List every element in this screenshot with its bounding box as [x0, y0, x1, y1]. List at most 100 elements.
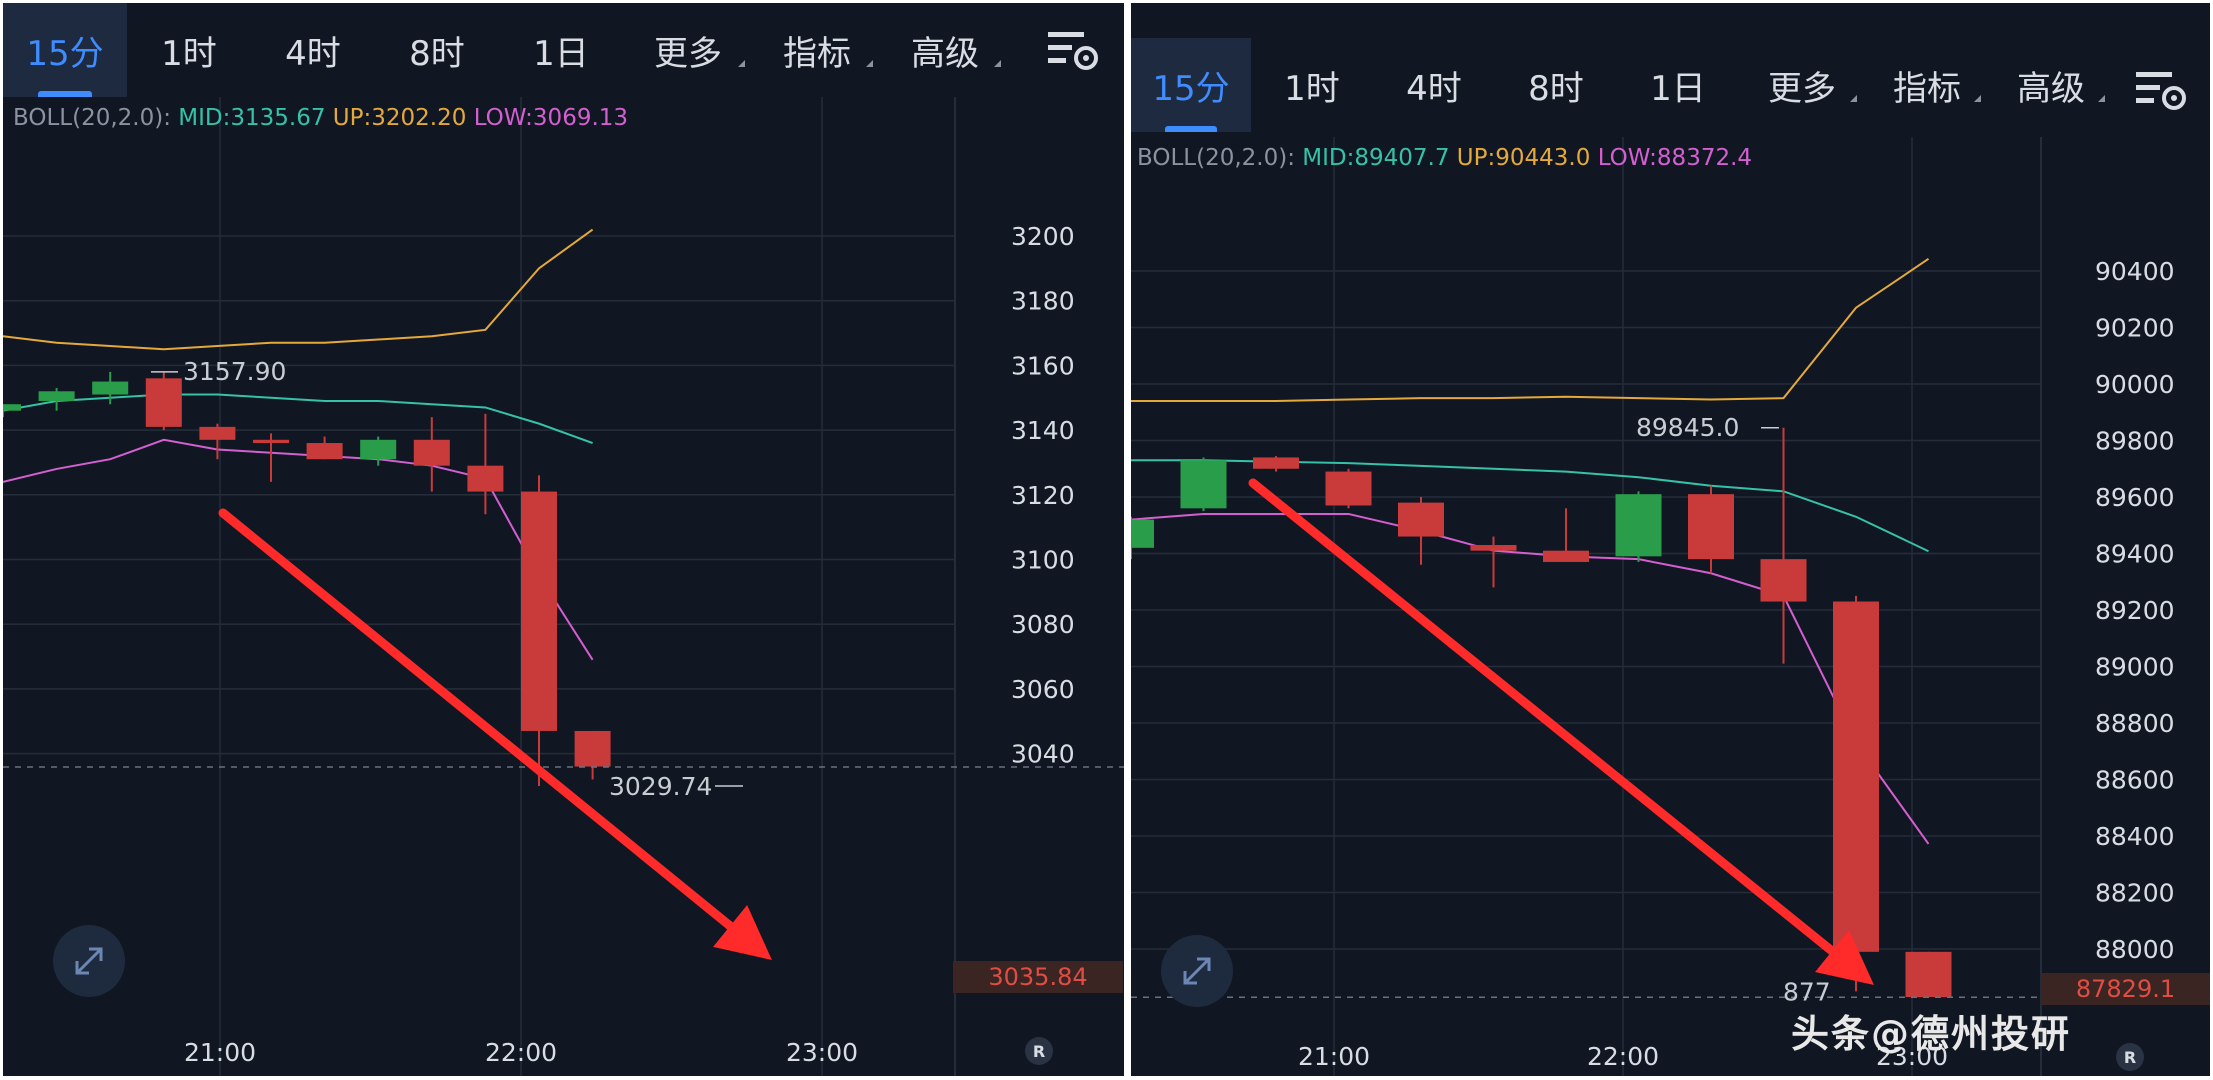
- bear-candle: [467, 465, 504, 492]
- bull-candle: [92, 381, 129, 395]
- reset-view-icon[interactable]: R: [1025, 1037, 1053, 1065]
- bear-candle: [521, 491, 557, 731]
- boll-up: UP:90443.0: [1456, 145, 1591, 171]
- boll-upper-line: [1131, 258, 1930, 402]
- tab-4h[interactable]: 4时: [285, 33, 341, 74]
- bull-candle: [1131, 519, 1154, 548]
- max-price-label: 89845.0: [1636, 413, 1739, 442]
- x-tick-label: 23:00: [1876, 1042, 1948, 1071]
- trend-arrow: [1248, 478, 1874, 985]
- y-tick-label: 89400: [2095, 540, 2175, 569]
- boll-upper-line: [3, 228, 594, 351]
- tab-8h[interactable]: 8时: [1528, 68, 1584, 109]
- boll-low: LOW:88372.4: [1597, 145, 1753, 171]
- bear-candle: [306, 443, 343, 460]
- timeframe-tabs: 15分 1时 4时 8时 1日 更多 指标 高级: [1131, 38, 2210, 132]
- tab-8h[interactable]: 8时: [409, 33, 465, 74]
- y-tick-label: 90000: [2095, 370, 2175, 399]
- bull-candle: [1615, 494, 1662, 557]
- tab-1h[interactable]: 1时: [161, 33, 217, 74]
- bear-candle: [1543, 550, 1589, 562]
- y-tick-label: 88400: [2095, 822, 2175, 851]
- chart-panel-right: 90400 90200 90000 89800 89600 89400 89200 89000…: [1131, 3, 2210, 1076]
- y-tick-label: 3080: [1011, 610, 1075, 639]
- tab-advanced[interactable]: 高级: [1989, 38, 2113, 132]
- expand-arrows-icon[interactable]: [53, 925, 125, 997]
- last-price-tag: 87829.1: [2041, 973, 2210, 1005]
- boll-up: UP:3202.20: [332, 105, 467, 131]
- y-tick-label: 90200: [2095, 314, 2175, 343]
- bear-candle: [1833, 601, 1879, 952]
- y-tick-label: 3200: [1011, 222, 1075, 251]
- filter-settings-icon[interactable]: [1043, 25, 1103, 75]
- tab-indicators[interactable]: 指标: [753, 3, 881, 97]
- y-tick-label: 3040: [1011, 740, 1075, 769]
- y-tick-label: 3100: [1011, 546, 1075, 575]
- expand-arrows-icon[interactable]: [1161, 935, 1233, 1007]
- tab-15m[interactable]: 15分: [1131, 38, 1251, 132]
- candlestick-chart[interactable]: 3200 3180 3160 3140 3120 3100 3080 3060 3040 21:0…: [3, 3, 1124, 1076]
- y-tick-label: 88800: [2095, 709, 2175, 738]
- x-tick-label: 22:00: [485, 1038, 557, 1067]
- y-tick-label: 89800: [2095, 427, 2175, 456]
- chart-panel-left: 3200 3180 3160 3140 3120 3100 3080 3060 3040 21:0…: [3, 3, 1124, 1076]
- boll-low: LOW:3069.13: [473, 105, 629, 131]
- boll-name: BOLL(20,2.0):: [1137, 145, 1295, 171]
- bear-candle: [1325, 471, 1372, 506]
- tab-indicators[interactable]: 指标: [1865, 38, 1989, 132]
- trend-arrow: [218, 508, 772, 961]
- bull-candle: [1180, 460, 1227, 509]
- boll-legend: BOLL(20,2.0): MID:89407.7 UP:90443.0 LOW…: [1137, 145, 1752, 171]
- max-price-label: 3157.90: [183, 357, 286, 386]
- candlestick-chart[interactable]: 90400 90200 90000 89800 89600 89400 89200 89000…: [1131, 3, 2210, 1076]
- bear-candle: [199, 426, 236, 440]
- bear-candle: [1470, 545, 1517, 551]
- bull-candle: [3, 404, 21, 411]
- y-tick-label: 3120: [1011, 481, 1075, 510]
- y-tick-label: 89200: [2095, 596, 2175, 625]
- tab-1d[interactable]: 1日: [533, 33, 589, 74]
- tab-more[interactable]: 更多: [1739, 38, 1865, 132]
- bear-candle: [1905, 951, 1952, 998]
- filter-settings-icon[interactable]: [2131, 65, 2191, 115]
- x-tick-label: 22:00: [1587, 1042, 1659, 1071]
- timeframe-tabs: 15分 1时 4时 8时 1日 更多 指标 高级: [3, 3, 1124, 97]
- y-tick-label: 3160: [1011, 351, 1075, 380]
- y-tick-label: 88000: [2095, 935, 2175, 964]
- tab-4h[interactable]: 4时: [1406, 68, 1462, 109]
- bear-candle: [145, 378, 182, 427]
- y-tick-label: 3140: [1011, 416, 1075, 445]
- watermark-text: 头条@德州投研: [1791, 1012, 2072, 1056]
- tab-1d[interactable]: 1日: [1650, 68, 1706, 109]
- bear-candle: [1398, 502, 1444, 537]
- last-price-tag: 3035.84: [953, 961, 1123, 993]
- boll-mid-line: [3, 393, 593, 444]
- bear-candle: [413, 439, 450, 466]
- bear-candle: [1760, 559, 1807, 602]
- reset-view-icon[interactable]: R: [2116, 1043, 2144, 1071]
- min-price-label: 3029.74: [609, 772, 712, 801]
- boll-lower-line: [3, 438, 594, 661]
- x-tick-label: 21:00: [1298, 1042, 1370, 1071]
- boll-lower-line: [1131, 512, 1930, 845]
- y-tick-label: 88600: [2095, 766, 2175, 795]
- bear-candle: [253, 439, 289, 444]
- tab-1h[interactable]: 1时: [1284, 68, 1340, 109]
- y-tick-label: 89000: [2095, 653, 2175, 682]
- bull-candle: [360, 439, 397, 460]
- boll-mid-line: [1131, 459, 1929, 553]
- y-tick-label: 3060: [1011, 675, 1075, 704]
- boll-name: BOLL(20,2.0):: [13, 105, 171, 131]
- y-tick-label: 89600: [2095, 483, 2175, 512]
- tab-more[interactable]: 更多: [623, 3, 753, 97]
- boll-mid: MID:3135.67: [178, 105, 326, 131]
- boll-mid: MID:89407.7: [1302, 145, 1450, 171]
- x-tick-label: 21:00: [184, 1038, 256, 1067]
- tab-advanced[interactable]: 高级: [881, 3, 1009, 97]
- bull-candle: [38, 391, 75, 401]
- tab-15m[interactable]: 15分: [3, 3, 127, 97]
- y-tick-label: 90400: [2095, 257, 2175, 286]
- y-tick-label: 88200: [2095, 879, 2175, 908]
- bear-candle: [1253, 457, 1299, 469]
- bear-candle: [574, 730, 611, 767]
